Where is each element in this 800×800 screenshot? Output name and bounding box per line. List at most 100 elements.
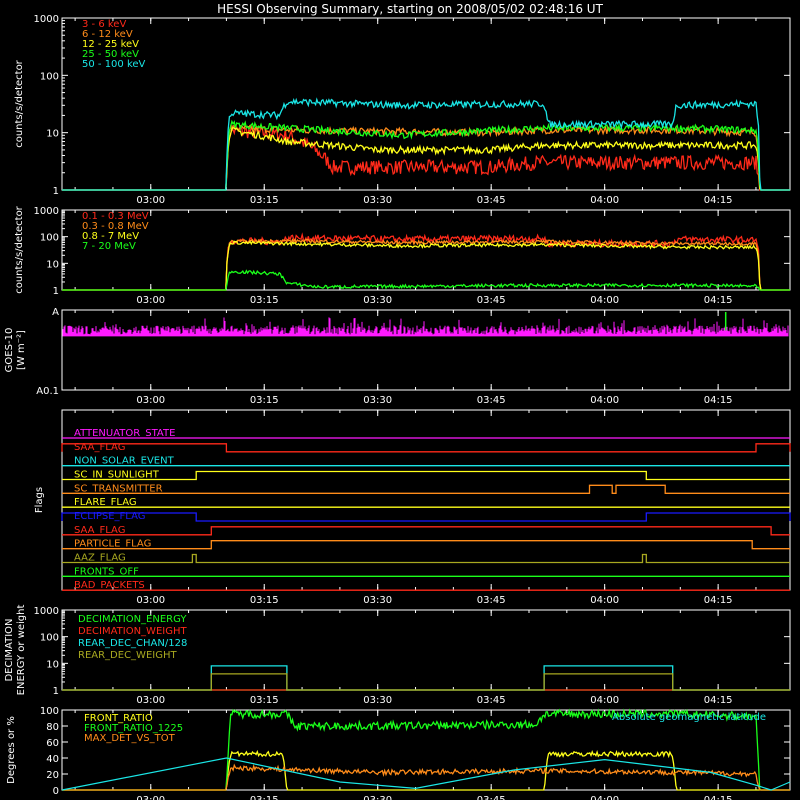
goes-ylabel2: [W m⁻²]	[16, 330, 27, 370]
flags-xtick-label: 04:00	[590, 595, 619, 606]
decimation-legend-entry: REAR_DEC_CHAN/128	[78, 638, 187, 649]
ratios-ylabel: Degrees or %	[6, 716, 17, 784]
lightcurves-legend-entry: 3 - 6 keV	[82, 19, 126, 30]
decimation-ytick-label: 10	[46, 659, 59, 670]
flags-flag-line	[62, 484, 790, 494]
ratios-series-2	[62, 763, 790, 791]
decimation-legend-entry: DECIMATION_ENERGY	[78, 614, 187, 625]
lightcurves-ytick-label: 100	[40, 71, 59, 82]
flags-ylabel: Flags	[34, 487, 45, 513]
flags-flag-label: ATTENUATOR_STATE	[74, 428, 175, 439]
lightcurves-xtick-label: 03:45	[477, 195, 506, 206]
flags-flag-line	[62, 470, 790, 481]
lightcurves-ytick-label: 1	[53, 186, 59, 197]
ratios-legend-entry: FRONT_RATIO	[84, 713, 153, 724]
flags-xtick-label: 03:45	[477, 595, 506, 606]
decimation-ytick-label: 100	[40, 633, 59, 644]
flags-flag-label: SC_TRANSMITTER	[74, 483, 163, 494]
flags-flag-label: AAZ_FLAG	[74, 553, 126, 564]
figure-title: HESSI Observing Summary, starting on 200…	[217, 2, 603, 16]
flags-flag-line	[62, 526, 790, 536]
lightcurves-ylabel: counts/s/detector	[14, 59, 25, 147]
lightcurves-xtick-label: 03:15	[250, 195, 279, 206]
lightcurves-legend-entry: 6 - 12 keV	[82, 29, 133, 40]
decimation-xtick-label: 04:00	[590, 695, 619, 706]
ratios-legend-entry: MAX_DET_VS_TOT	[84, 733, 176, 744]
decimation-ylabel: DECIMATION	[4, 618, 15, 681]
goes-xtick-label: 04:15	[704, 395, 733, 406]
high-energy-ytick-label: 10	[46, 259, 59, 270]
decimation-ylabel2: ENERGY or weight	[16, 605, 27, 696]
high-energy-ytick-label: 1000	[34, 206, 59, 217]
high-energy-xtick-label: 04:00	[590, 295, 619, 306]
lightcurves-xtick-label: 03:30	[363, 195, 392, 206]
flags-flag-label: FRONTS_OFF	[74, 566, 139, 577]
flags-flag-label: BAD_PACKETS	[74, 580, 145, 591]
lightcurves-frame	[61, 17, 791, 191]
decimation-ytick-label: 1	[53, 686, 59, 697]
high-energy-xtick-label: 03:00	[136, 295, 165, 306]
ratios-ytick-label: 60	[46, 738, 59, 749]
goes-xtick-label: 04:00	[590, 395, 619, 406]
goes-ytick-label: A0.1	[36, 386, 59, 397]
ratios-ytick-label: 20	[46, 770, 59, 781]
lightcurves-legend-entry: 25 - 50 keV	[82, 49, 139, 60]
decimation-ytick-label: 1000	[34, 606, 59, 617]
flags-flag-label: ECLIPSE_FLAG	[74, 511, 145, 522]
lightcurves-ytick-label: 10	[46, 129, 59, 140]
flags-xtick-label: 03:15	[250, 595, 279, 606]
ratios-annotation: Absolute geomagnetic latitude	[612, 712, 766, 723]
lightcurves-xtick-label: 04:15	[704, 195, 733, 206]
lightcurves-legend-entry: 12 - 25 keV	[82, 39, 139, 50]
lightcurves-legend-entry: 50 - 100 keV	[82, 59, 146, 70]
high-energy-xtick-label: 03:30	[363, 295, 392, 306]
decimation-xtick-label: 04:15	[704, 695, 733, 706]
high-energy-ylabel: counts/s/detector	[14, 205, 25, 293]
ratios-legend-entry: FRONT_RATIO_1225	[84, 723, 183, 734]
high-energy-legend-entry: 7 - 20 MeV	[82, 241, 136, 252]
flags-flag-line	[61, 512, 791, 522]
flags-xtick-label: 04:15	[704, 595, 733, 606]
decimation-xtick-label: 03:30	[363, 695, 392, 706]
decimation-legend-entry: DECIMATION_WEIGHT	[78, 626, 187, 637]
flags-flag-line	[61, 443, 791, 453]
lightcurves-series-4	[62, 97, 790, 191]
flags-flag-label: SAA_FLAG	[74, 525, 125, 536]
high-energy-ytick-label: 1	[53, 286, 59, 297]
ratios-xtick-label: 04:15	[704, 795, 733, 800]
lightcurves-ytick-label: 1000	[34, 14, 59, 25]
flags-flag-label: SC_IN_SUNLIGHT	[74, 470, 160, 481]
ratios-ytick-label: 40	[46, 754, 59, 765]
flags-flag-label: PARTICLE_FLAG	[74, 539, 151, 550]
decimation-xtick-label: 03:15	[250, 695, 279, 706]
flags-flag-label: SAA_FLAG	[74, 442, 125, 453]
decimation-legend-entry: REAR_DEC_WEIGHT	[78, 650, 177, 661]
goes-ytick-label: A	[52, 307, 59, 318]
high-energy-series-3	[62, 269, 790, 291]
flags-flag-label: NON_SOLAR_EVENT	[74, 456, 175, 467]
ratios-xtick-label: 03:00	[136, 795, 165, 800]
goes-xtick-label: 03:45	[477, 395, 506, 406]
goes-xtick-label: 03:00	[136, 395, 165, 406]
ratios-xtick-label: 03:30	[363, 795, 392, 800]
high-energy-xtick-label: 03:15	[250, 295, 279, 306]
goes-series-0	[62, 317, 789, 337]
goes-xtick-label: 03:15	[250, 395, 279, 406]
ratios-xtick-label: 03:15	[250, 795, 279, 800]
goes-xtick-label: 03:30	[363, 395, 392, 406]
ratios-series-3	[61, 757, 791, 791]
decimation-series-3	[62, 673, 790, 691]
decimation-xtick-label: 03:45	[477, 695, 506, 706]
ratios-xtick-label: 03:45	[477, 795, 506, 800]
ratios-ytick-label: 100	[40, 706, 59, 717]
flags-xtick-label: 03:30	[363, 595, 392, 606]
flags-flag-line	[62, 540, 790, 550]
panels-group: 03:00 03:15 03:30 03:45 04:00 04:151101001000…	[4, 14, 791, 800]
flags-xtick-label: 03:00	[136, 595, 165, 606]
ratios-ytick-label: 0	[53, 786, 59, 797]
decimation-xtick-label: 03:00	[136, 695, 165, 706]
flags-flag-label: FLARE_FLAG	[74, 497, 137, 508]
high-energy-xtick-label: 03:45	[477, 295, 506, 306]
